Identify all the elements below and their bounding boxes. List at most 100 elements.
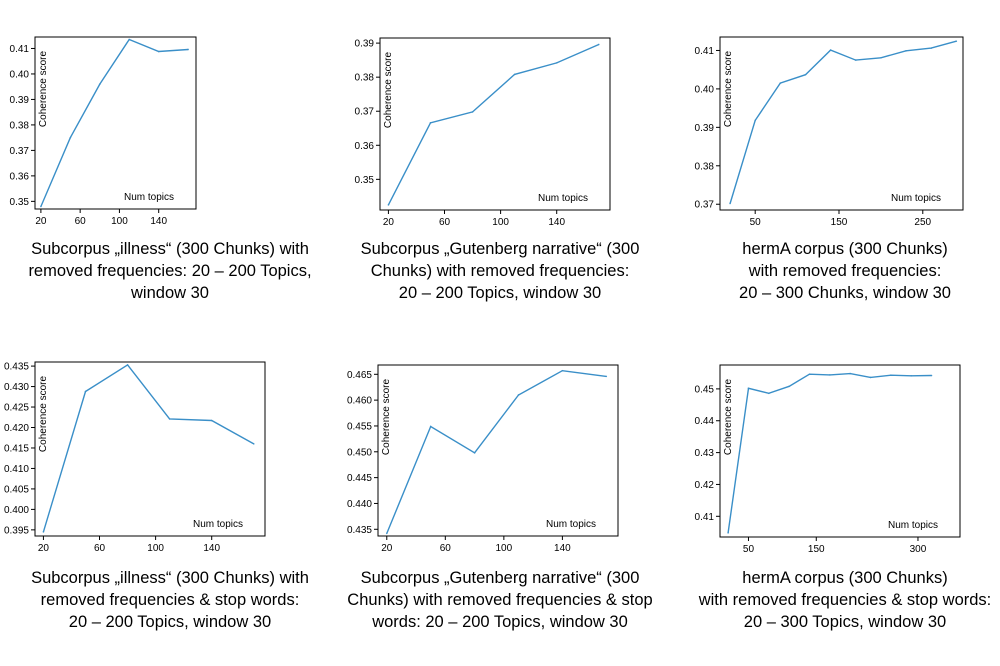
data-point (517, 394, 520, 396)
data-point (128, 38, 131, 41)
data-point (252, 443, 255, 445)
series-line (729, 40, 957, 204)
x-tick-label: 150 (808, 544, 825, 555)
x-tick-label: 60 (94, 543, 106, 554)
x-tick-label: 60 (439, 217, 451, 228)
caption-line: 20 – 200 Topics, window 30 (398, 284, 602, 302)
data-point (754, 119, 756, 122)
y-tick-label: 0.440 (347, 499, 372, 510)
data-point (768, 392, 770, 395)
x-axis-label: Num topics (888, 520, 938, 531)
caption-illness-stopwords: Subcorpus „illness“ (300 Chunks) with re… (0, 567, 340, 633)
data-point (157, 50, 160, 53)
y-tick-label: 0.37 (355, 107, 375, 118)
y-tick-label: 0.38 (10, 120, 30, 131)
x-tick-label: 300 (910, 544, 927, 555)
plot-frame (379, 37, 611, 211)
plot-frame (377, 364, 619, 537)
y-tick-label: 0.39 (355, 39, 375, 50)
y-tick-label: 0.41 (695, 512, 715, 523)
caption-line: Chunks) with removed frequencies & stop (347, 591, 653, 609)
y-tick-label: 0.450 (347, 447, 372, 458)
caption-herma-removed-freq: hermA corpus (300 Chunks) with removed f… (675, 238, 1000, 304)
data-point (98, 83, 101, 85)
data-point (880, 56, 882, 59)
x-tick-label: 140 (203, 543, 220, 554)
caption-line: Subcorpus „Gutenberg narrative“ (300 (360, 240, 640, 258)
x-tick-label: 150 (831, 217, 848, 228)
x-tick-label: 60 (75, 216, 87, 227)
y-tick-label: 0.405 (4, 484, 29, 495)
y-tick-label: 0.455 (347, 421, 372, 432)
y-tick-label: 0.430 (4, 382, 29, 393)
data-point (955, 40, 958, 43)
y-tick-label: 0.37 (695, 200, 715, 211)
data-point (42, 531, 45, 533)
x-axis-label: Num topics (124, 192, 174, 203)
series-line (727, 372, 932, 533)
data-point (729, 202, 731, 205)
x-tick-label: 250 (914, 217, 931, 228)
y-tick-label: 0.45 (695, 384, 715, 395)
y-tick-label: 0.415 (4, 443, 29, 454)
data-point (605, 375, 608, 378)
x-tick-label: 100 (492, 217, 509, 228)
data-point (84, 390, 87, 393)
data-point (829, 374, 831, 376)
data-point (187, 48, 189, 51)
data-point (40, 205, 42, 208)
data-point (788, 385, 790, 388)
y-tick-label: 0.420 (4, 423, 29, 434)
data-point (849, 372, 851, 375)
caption-line: 20 – 200 Topics, window 30 (68, 613, 272, 631)
y-axis-label: Coherence score (383, 51, 394, 128)
caption-line: Subcorpus „illness“ (300 Chunks) with (31, 569, 309, 587)
data-point (869, 376, 872, 379)
y-tick-label: 0.41 (695, 46, 715, 57)
y-tick-label: 0.37 (10, 146, 30, 157)
data-point (930, 374, 933, 377)
series-line (387, 43, 600, 206)
data-point (804, 73, 807, 76)
y-axis-label: Coherence score (38, 375, 49, 452)
plot-frame (34, 36, 197, 210)
y-tick-label: 0.40 (10, 69, 30, 80)
y-axis-label: Coherence score (38, 50, 49, 127)
data-point (829, 49, 832, 51)
x-tick-label: 100 (147, 543, 164, 554)
series-line (386, 369, 607, 534)
x-tick-label: 100 (111, 216, 128, 227)
x-axis-label: Num topics (546, 519, 596, 530)
data-point (387, 204, 390, 206)
data-point (930, 47, 932, 49)
x-tick-label: 60 (440, 543, 452, 554)
caption-line: with removed frequencies & stop words: (698, 591, 992, 609)
y-tick-label: 0.35 (10, 197, 30, 208)
y-tick-label: 0.435 (4, 362, 29, 373)
x-tick-label: 50 (743, 544, 755, 555)
y-tick-label: 0.38 (355, 73, 375, 84)
caption-line: Chunks) with removed frequencies: (370, 262, 630, 280)
x-tick-label: 100 (496, 543, 513, 554)
y-tick-label: 0.465 (347, 370, 372, 381)
data-point (779, 82, 782, 84)
data-point (126, 364, 129, 366)
y-axis-label: Coherence score (723, 50, 734, 127)
caption-line: removed frequencies: 20 – 200 Topics, (28, 262, 312, 280)
data-point (597, 43, 600, 46)
data-point (69, 136, 72, 139)
data-point (473, 452, 476, 454)
data-point (747, 387, 750, 390)
caption-line: 20 – 300 Topics, window 30 (743, 613, 947, 631)
data-point (513, 73, 516, 76)
y-axis-label: Coherence score (723, 378, 734, 455)
y-tick-label: 0.35 (355, 175, 375, 186)
y-tick-label: 0.39 (695, 123, 715, 134)
caption-line: 20 – 300 Chunks, window 30 (739, 284, 951, 302)
y-tick-label: 0.44 (695, 416, 715, 427)
y-tick-label: 0.400 (4, 505, 29, 516)
